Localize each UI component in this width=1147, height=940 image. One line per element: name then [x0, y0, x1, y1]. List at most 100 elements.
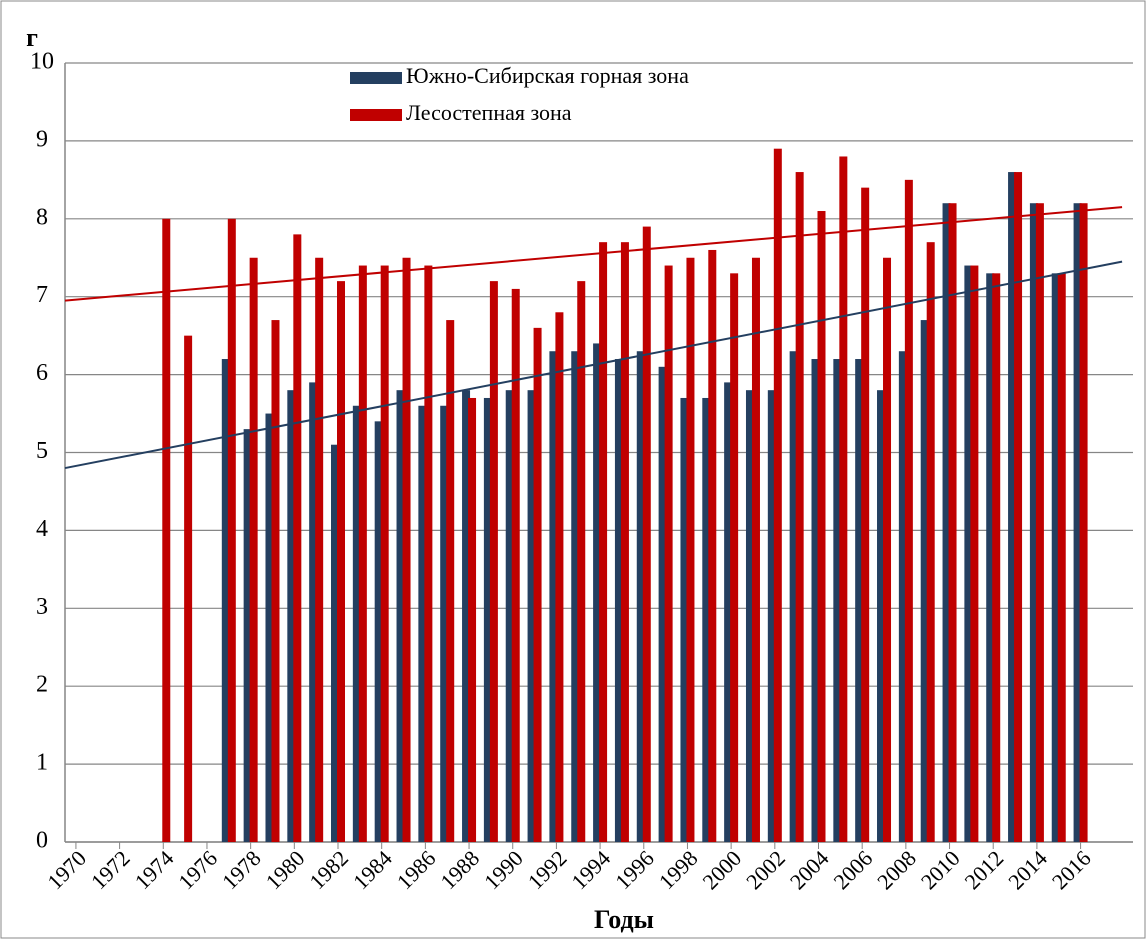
- bar: [337, 281, 346, 842]
- y-tick-label: 7: [36, 282, 48, 308]
- bar: [751, 257, 760, 842]
- bar: [614, 359, 623, 842]
- bar: [1079, 203, 1088, 843]
- bar: [593, 343, 602, 842]
- y-tick-label: 5: [36, 438, 48, 464]
- y-tick-label: 9: [36, 126, 48, 152]
- bar: [636, 351, 645, 842]
- trend-line: [64, 206, 1123, 302]
- bar: [549, 351, 558, 842]
- bar: [833, 359, 842, 842]
- trend-line: [64, 260, 1123, 470]
- bar: [920, 320, 929, 842]
- bar: [730, 273, 739, 843]
- bar: [380, 265, 389, 842]
- legend-label: Лесостепная зона: [406, 100, 572, 125]
- bar: [795, 172, 804, 842]
- bar: [702, 397, 711, 842]
- bar: [811, 359, 820, 842]
- legend-swatch: [350, 72, 402, 84]
- bar: [789, 351, 798, 842]
- bar: [315, 257, 324, 842]
- bar: [331, 444, 340, 842]
- y-tick-label: 8: [36, 204, 48, 230]
- x-axis-label: Годы: [594, 905, 654, 934]
- bar: [555, 312, 564, 842]
- bar: [358, 265, 367, 842]
- bar: [1014, 172, 1023, 842]
- bar: [680, 397, 689, 842]
- bar: [221, 359, 230, 842]
- bar: [817, 211, 826, 842]
- bar: [489, 281, 498, 842]
- bar: [926, 242, 935, 843]
- bar: [861, 187, 870, 842]
- bar: [374, 421, 383, 842]
- y-axis-label: г: [26, 23, 38, 52]
- bar: [418, 405, 427, 842]
- bar: [964, 265, 973, 842]
- bar: [839, 156, 848, 843]
- bar: [620, 242, 629, 843]
- bar: [309, 382, 318, 842]
- bar: [249, 257, 258, 842]
- bar: [468, 397, 477, 842]
- bar: [773, 148, 782, 842]
- bar: [446, 320, 455, 842]
- y-tick-label: 0: [36, 828, 48, 854]
- bar: [1035, 203, 1044, 843]
- bar: [396, 390, 405, 842]
- bar: [877, 390, 886, 842]
- bar: [527, 390, 536, 842]
- bar: [293, 234, 302, 842]
- bar: [402, 257, 411, 842]
- bar: [424, 265, 433, 842]
- bar: [265, 413, 274, 842]
- bar: [483, 397, 492, 842]
- legend-label: Южно-Сибирская горная зона: [406, 63, 689, 88]
- bar: [745, 390, 754, 842]
- bar: [986, 273, 995, 843]
- bar: [462, 390, 471, 842]
- bar: [970, 265, 979, 842]
- bar: [904, 179, 913, 843]
- legend-swatch: [350, 109, 402, 121]
- bar: [767, 390, 776, 842]
- bar: [992, 273, 1001, 843]
- bar: [948, 203, 957, 843]
- bar: [708, 249, 717, 842]
- bar: [571, 351, 580, 842]
- y-tick-label: 2: [36, 672, 48, 698]
- y-tick-label: 4: [36, 516, 48, 542]
- bar: [511, 288, 520, 842]
- bar: [658, 366, 667, 842]
- bar: [942, 203, 951, 843]
- y-tick-label: 3: [36, 594, 48, 620]
- bar: [686, 257, 695, 842]
- bar: [883, 257, 892, 842]
- bar: [1029, 203, 1038, 843]
- bar: [243, 429, 252, 842]
- bar: [1073, 203, 1082, 843]
- bar: [1051, 273, 1060, 843]
- y-tick-label: 1: [36, 750, 48, 776]
- bar: [533, 327, 542, 842]
- bar: [1008, 172, 1017, 842]
- bar: [505, 390, 514, 842]
- bar: [352, 405, 361, 842]
- bar: [1057, 273, 1066, 843]
- bar: [599, 242, 608, 843]
- bar: [162, 218, 171, 843]
- bar: [184, 335, 193, 842]
- bar: [287, 390, 296, 842]
- bar: [227, 218, 236, 843]
- bar: [855, 359, 864, 842]
- bar: [724, 382, 733, 842]
- bar: [642, 226, 651, 843]
- bar: [577, 281, 586, 842]
- y-tick-label: 10: [30, 49, 54, 75]
- bar: [440, 405, 449, 842]
- bar: [664, 265, 673, 842]
